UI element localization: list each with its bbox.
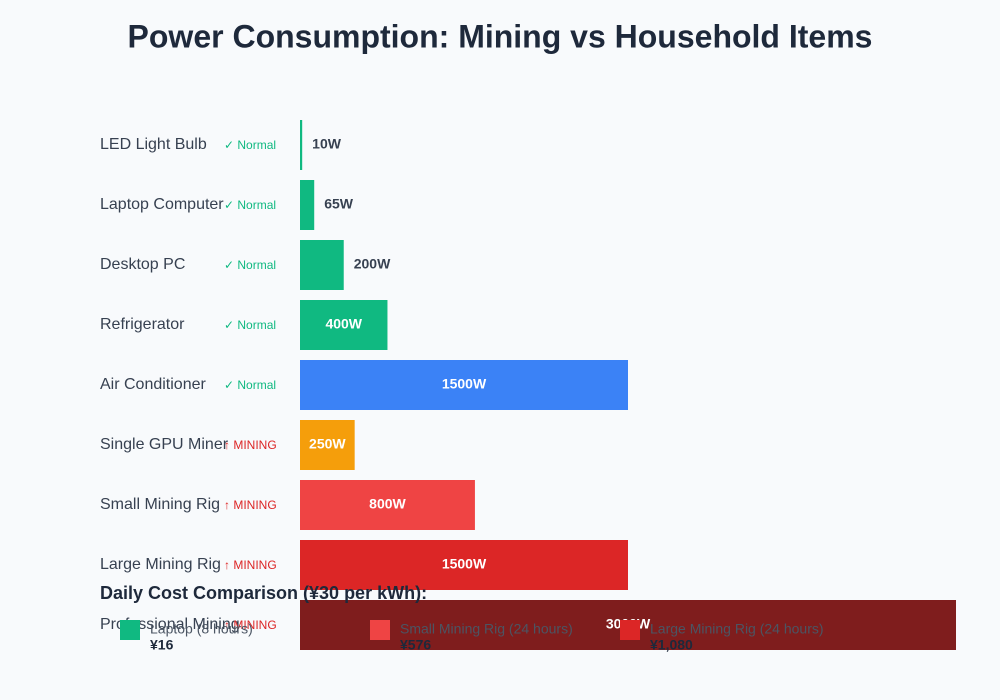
status-tag: ✓ Normal	[224, 318, 276, 332]
status-tag: ↑ MINING	[224, 498, 277, 512]
category-label: Desktop PC	[100, 256, 185, 273]
bar	[300, 180, 315, 230]
status-tag: ↑ MINING	[224, 438, 277, 452]
value-label: 200W	[354, 256, 391, 272]
category-label: Air Conditioner	[100, 376, 207, 393]
value-label: 10W	[312, 136, 342, 152]
cost-swatch	[620, 620, 640, 640]
status-tag: ✓ Normal	[224, 378, 276, 392]
category-label: Large Mining Rig	[100, 556, 221, 573]
cost-value: ¥576	[400, 637, 431, 653]
category-label: Laptop Computer	[100, 196, 224, 213]
cost-title: Daily Cost Comparison (¥30 per kWh):	[100, 583, 427, 603]
status-tag: ✓ Normal	[224, 258, 276, 272]
category-label: Refrigerator	[100, 316, 185, 333]
bar	[300, 300, 388, 350]
category-label: Small Mining Rig	[100, 496, 220, 513]
cost-label: Laptop (8 hours)	[150, 621, 253, 637]
value-label: 1500W	[442, 556, 487, 572]
bar	[300, 240, 344, 290]
bar	[300, 360, 628, 410]
bar	[300, 480, 475, 530]
chart-title: Power Consumption: Mining vs Household I…	[128, 18, 873, 54]
cost-swatch	[370, 620, 390, 640]
cost-label: Small Mining Rig (24 hours)	[400, 621, 573, 637]
cost-label: Large Mining Rig (24 hours)	[650, 621, 824, 637]
status-tag: ↑ MINING	[224, 558, 277, 572]
cost-swatch	[120, 620, 140, 640]
value-label: 250W	[309, 436, 346, 452]
value-label: 800W	[369, 496, 406, 512]
cost-value: ¥1,080	[650, 637, 693, 653]
bar	[300, 120, 303, 170]
bar	[300, 540, 628, 590]
status-tag: ✓ Normal	[224, 198, 276, 212]
bar	[300, 420, 355, 470]
value-label: 1500W	[442, 376, 487, 392]
status-tag: ↑ MINING	[224, 618, 277, 632]
cost-value: ¥16	[150, 637, 174, 653]
category-label: LED Light Bulb	[100, 136, 207, 153]
status-tag: ✓ Normal	[224, 138, 276, 152]
category-label: Single GPU Miner	[100, 436, 229, 453]
value-label: 65W	[324, 196, 354, 212]
value-label: 400W	[325, 316, 362, 332]
